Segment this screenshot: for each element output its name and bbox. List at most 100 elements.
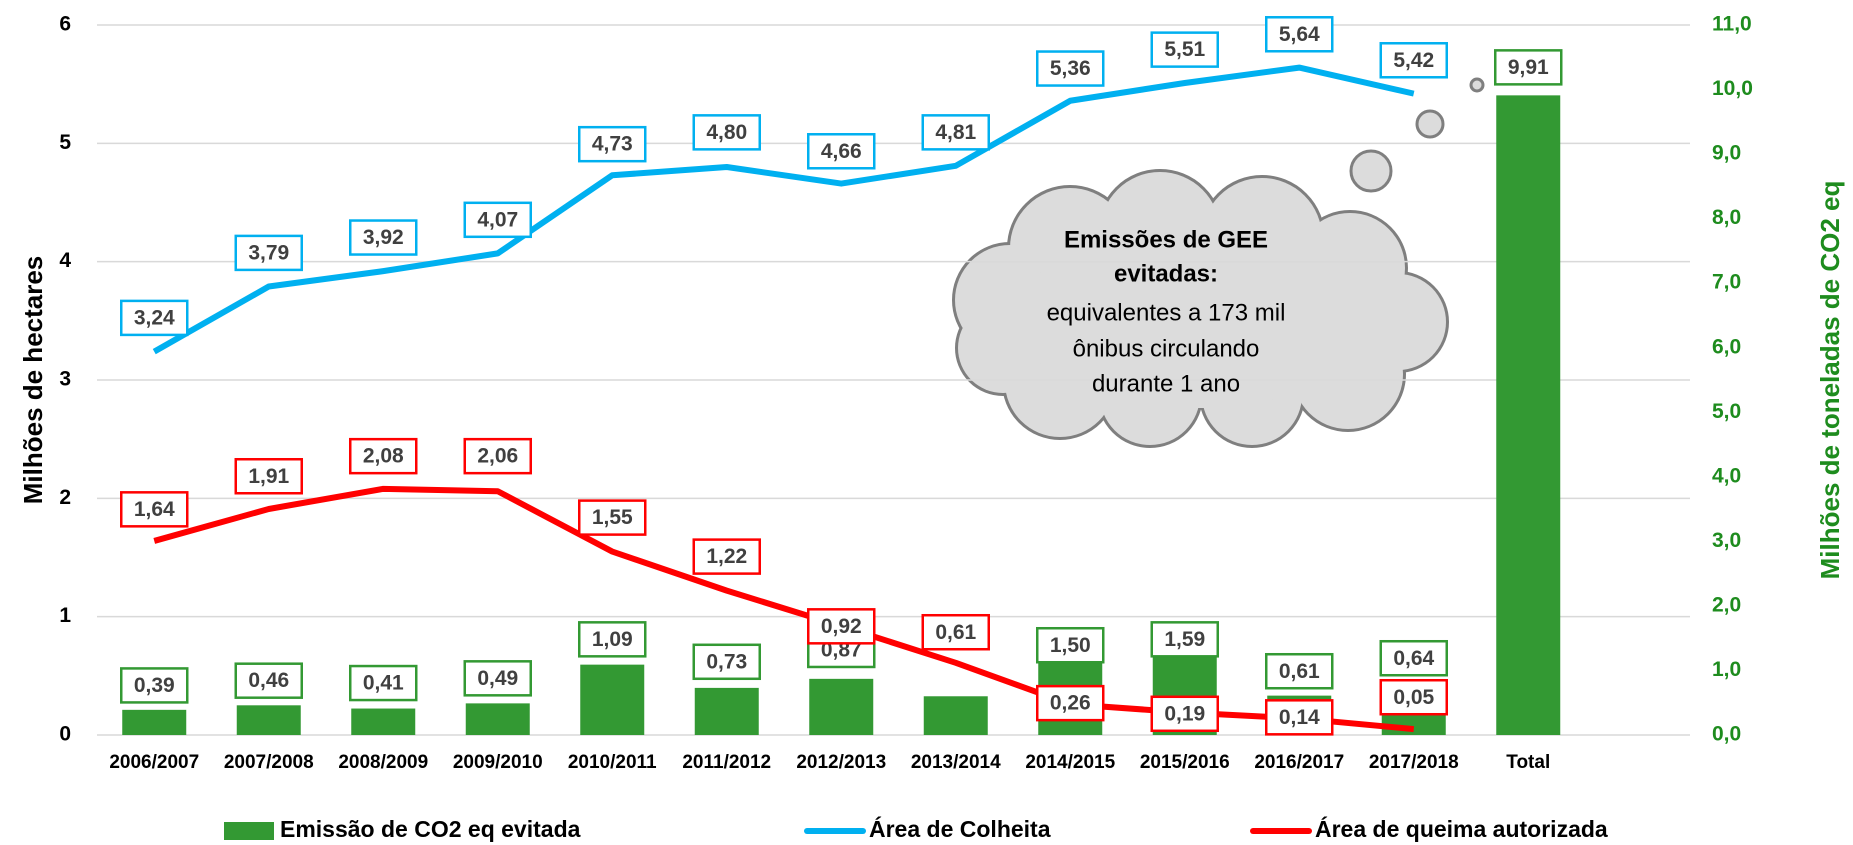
bar [809, 678, 874, 735]
y2-tick-label: 11,0 [1712, 13, 1752, 36]
y-tick-label: 0 [59, 723, 71, 746]
label-box [1379, 639, 1448, 677]
y-tick-label: 5 [59, 131, 71, 154]
value-label: 0,41 [363, 672, 404, 695]
value-label: 4,81 [935, 121, 976, 144]
y2-tick-label: 10,0 [1712, 77, 1753, 100]
label-box [1379, 678, 1448, 716]
value-label: 5,51 [1164, 38, 1205, 61]
x-tick-label: 2007/2008 [224, 752, 314, 773]
label-box [349, 219, 418, 256]
value-label: 0,46 [248, 669, 289, 692]
x-tick-label: 2006/2007 [109, 752, 199, 773]
bar [923, 696, 988, 735]
cloud-fill [1016, 228, 1376, 408]
value-label: 0,05 [1393, 686, 1434, 709]
value-label: 0,61 [1279, 660, 1320, 683]
label-box [1150, 621, 1219, 658]
value-label: 2,08 [363, 445, 404, 468]
y2-tick-label: 5,0 [1712, 400, 1741, 423]
label-box [1036, 626, 1105, 664]
value-label: 3,24 [134, 306, 175, 329]
value-label: 4,66 [821, 140, 862, 163]
label-box [578, 621, 647, 658]
legend-label: Área de queima autorizada [1315, 815, 1608, 842]
y2-tick-label: 9,0 [1712, 142, 1741, 165]
label-box [1036, 50, 1105, 87]
value-label: 0,19 [1164, 702, 1205, 725]
label-box [692, 538, 761, 575]
label-box [1379, 42, 1448, 79]
x-tick-label: Total [1506, 752, 1550, 773]
x-tick-label: 2016/2017 [1254, 752, 1344, 773]
y-tick-label: 1 [59, 604, 71, 627]
x-tick-label: 2017/2018 [1369, 752, 1459, 773]
value-label: 2,06 [477, 445, 518, 468]
bar [694, 687, 759, 735]
bar [122, 709, 187, 735]
value-label: 5,64 [1279, 23, 1320, 46]
y-tick-label: 4 [59, 249, 71, 272]
thought-bubble [1415, 109, 1445, 139]
label-box [692, 643, 761, 681]
value-label: 1,09 [592, 628, 633, 651]
y-tick-label: 6 [59, 13, 71, 36]
label-box [234, 457, 303, 495]
value-label: 5,36 [1050, 57, 1091, 80]
value-label: 0,14 [1279, 706, 1320, 729]
legend-label: Emissão de CO2 eq evitada [280, 816, 581, 842]
y-tick-label: 2 [59, 486, 71, 509]
label-box [463, 660, 532, 697]
x-tick-label: 2010/2011 [568, 752, 657, 773]
x-tick-label: 2015/2016 [1140, 752, 1230, 773]
label-box [234, 662, 303, 699]
y2-tick-label: 6,0 [1712, 335, 1741, 358]
label-box [578, 499, 647, 536]
annotation-text: durante 1 ano [1092, 370, 1240, 397]
label-box [1265, 652, 1334, 690]
y2-tick-label: 3,0 [1712, 529, 1741, 552]
y2-tick-label: 0,0 [1712, 723, 1741, 746]
legend-swatch [224, 822, 274, 840]
value-label: 4,73 [592, 133, 633, 156]
x-tick-label: 2008/2009 [338, 752, 428, 773]
x-tick-label: 2009/2010 [453, 752, 543, 773]
bar [580, 664, 645, 735]
y2-tick-label: 7,0 [1712, 271, 1741, 294]
label-box [349, 664, 418, 702]
annotation-text: equivalentes a 173 mil [1047, 299, 1286, 326]
value-label: 0,39 [134, 674, 175, 697]
value-label: 1,91 [248, 465, 289, 488]
value-label: 3,79 [248, 241, 289, 264]
x-tick-label: 2012/2013 [796, 752, 886, 773]
label-box [921, 114, 990, 151]
annotation-title: Emissões de GEE [1064, 226, 1268, 253]
bar [1496, 95, 1561, 735]
value-label: 0,64 [1393, 647, 1434, 670]
label-box [349, 437, 418, 475]
line [153, 485, 1415, 733]
x-tick-label: 2013/2014 [911, 752, 1001, 773]
annotation-title: evitadas: [1114, 260, 1218, 287]
value-label: 5,42 [1393, 49, 1434, 72]
value-label: 0,49 [477, 667, 518, 690]
line [152, 64, 1415, 355]
y2-tick-label: 4,0 [1712, 464, 1741, 487]
label-box [1494, 49, 1563, 86]
value-label: 0,73 [706, 650, 747, 673]
label-box [692, 114, 761, 151]
label-box [120, 491, 189, 528]
value-label: 4,80 [706, 121, 747, 144]
value-label: 4,07 [477, 208, 518, 231]
value-label: 1,22 [706, 545, 747, 568]
annotation-text: ônibus circulando [1073, 335, 1260, 362]
label-box [1265, 699, 1334, 736]
thought-bubble [1469, 77, 1485, 93]
label-box [1150, 31, 1219, 68]
bar [351, 708, 416, 735]
value-label: 1,55 [592, 506, 633, 529]
value-label: 1,59 [1164, 628, 1205, 651]
label-box [921, 613, 990, 651]
label-box [1036, 684, 1105, 722]
